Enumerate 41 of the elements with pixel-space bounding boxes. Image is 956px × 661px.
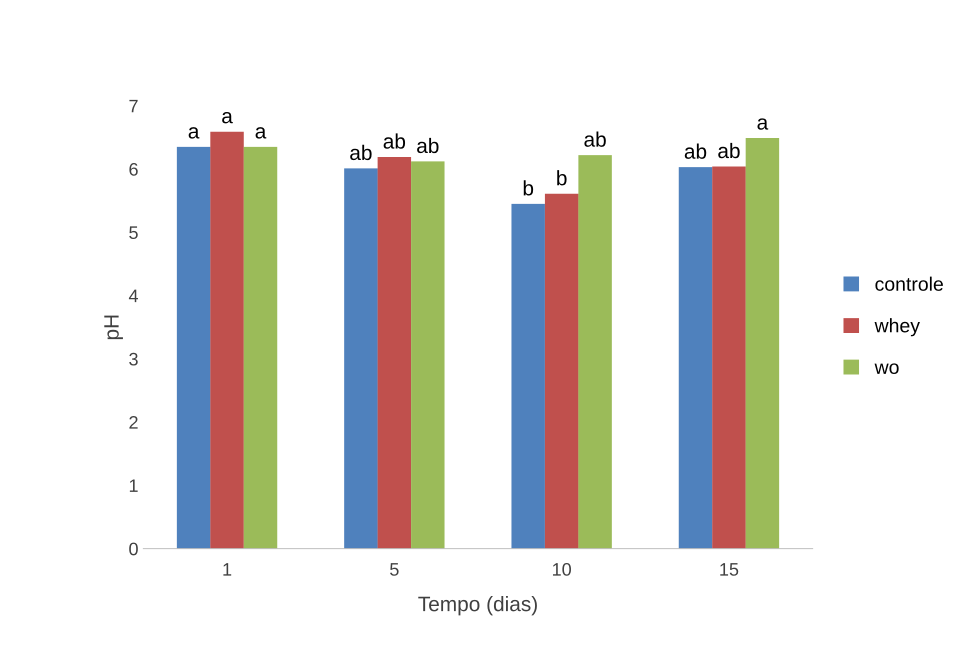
bar (378, 157, 412, 549)
bar (511, 204, 545, 549)
y-tick-label: 6 (129, 162, 138, 176)
y-tick-label: 7 (129, 100, 138, 112)
data-label: b (557, 170, 567, 186)
legend-label: whey (874, 318, 920, 336)
bar (176, 146, 210, 549)
x-tick-label: 15 (720, 563, 738, 576)
x-tick-label: 1 (223, 563, 232, 576)
bar (344, 168, 378, 549)
y-axis-title: pH (104, 316, 123, 340)
data-label: ab (684, 144, 706, 159)
bar (578, 155, 612, 549)
y-tick-label: 0 (129, 542, 138, 556)
data-label: ab (350, 144, 372, 160)
data-label: a (188, 127, 200, 139)
data-label: b (524, 180, 534, 196)
y-tick-label: 3 (129, 352, 138, 366)
bar (544, 194, 578, 549)
x-tick-label: 5 (390, 563, 399, 576)
bar (244, 146, 278, 549)
data-label: ab (417, 138, 439, 154)
y-tick-label: 4 (128, 290, 138, 302)
bar (411, 161, 445, 549)
bar (746, 138, 780, 549)
data-label: a (758, 118, 768, 130)
y-tick-label: 2 (129, 416, 138, 429)
bar (210, 132, 244, 549)
x-axis-title: Tempo (dias) (418, 596, 537, 616)
x-tick-label: 10 (552, 562, 571, 576)
data-label: ab (718, 142, 740, 158)
bar (678, 167, 712, 549)
y-tick-label: 1 (130, 479, 138, 492)
data-label: ab (384, 133, 406, 149)
bar (712, 166, 746, 549)
data-label: ab (584, 132, 606, 147)
data-label: a (256, 127, 266, 139)
legend-label: controle (875, 276, 943, 291)
y-tick-label: 5 (129, 226, 138, 240)
data-label: a (222, 112, 233, 124)
legend-label: wo (874, 363, 899, 374)
